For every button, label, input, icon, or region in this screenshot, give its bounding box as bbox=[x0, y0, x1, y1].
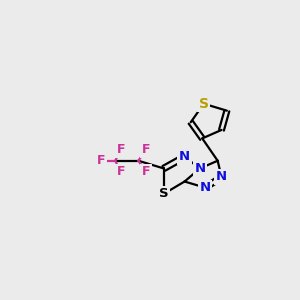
Text: S: S bbox=[199, 97, 209, 111]
Text: N: N bbox=[216, 170, 227, 183]
Text: F: F bbox=[142, 143, 150, 157]
Text: N: N bbox=[200, 181, 211, 194]
Text: F: F bbox=[97, 154, 106, 167]
Text: F: F bbox=[116, 143, 125, 157]
Text: F: F bbox=[116, 165, 125, 178]
Text: F: F bbox=[142, 165, 150, 178]
Text: N: N bbox=[179, 150, 190, 164]
Text: N: N bbox=[194, 162, 206, 175]
Text: S: S bbox=[159, 187, 169, 200]
